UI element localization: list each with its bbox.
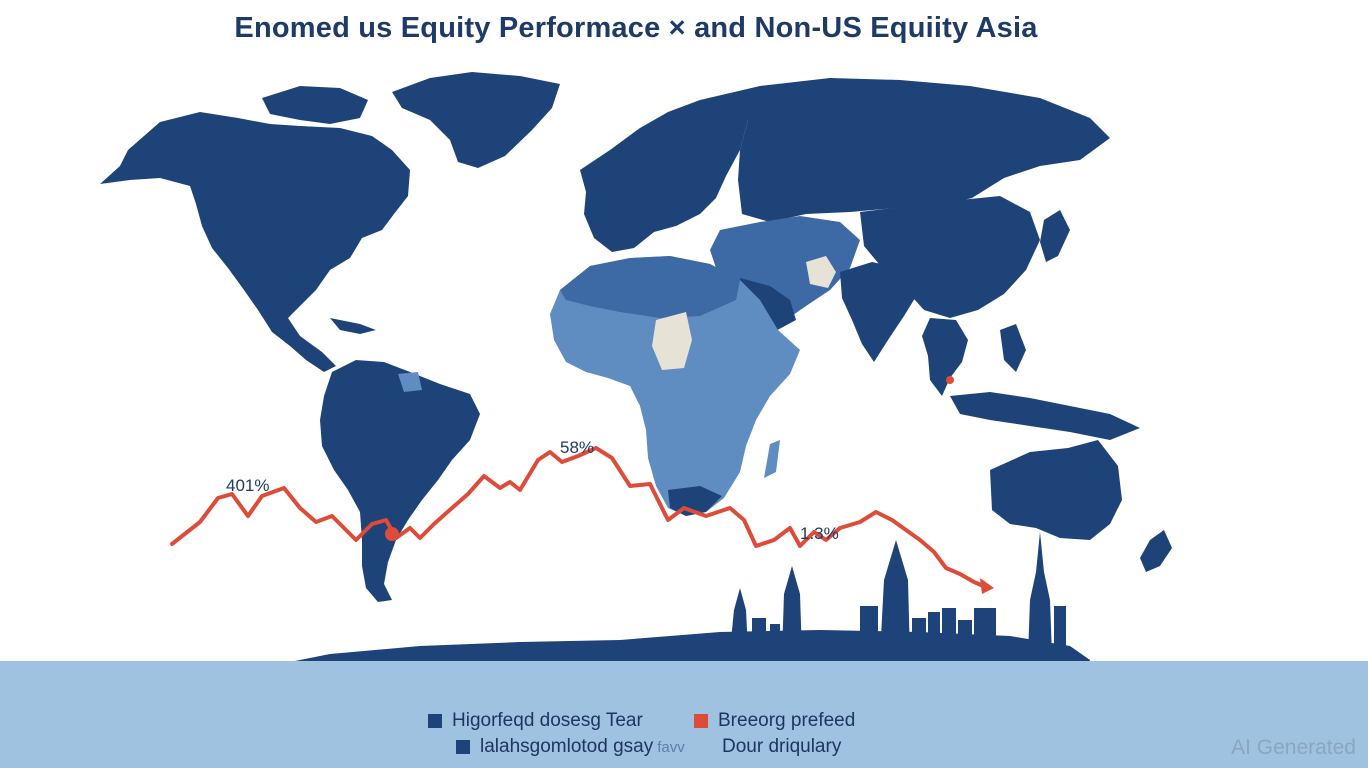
africa-pale bbox=[652, 312, 692, 370]
legend-label-4: Dour driqulary bbox=[722, 736, 842, 757]
legend-swatch-red bbox=[694, 714, 708, 728]
southeast-asia bbox=[922, 318, 968, 396]
legend-label-1: Higorfeqd dosesɡ Tear bbox=[452, 710, 643, 731]
singapore-marker bbox=[946, 376, 954, 384]
new-zealand bbox=[1140, 530, 1172, 572]
south-america bbox=[320, 360, 480, 602]
indonesia bbox=[950, 392, 1140, 440]
annotation-right: 1.3% bbox=[800, 524, 839, 543]
annotation-middle: 58% bbox=[560, 438, 595, 457]
north-africa bbox=[560, 256, 740, 318]
legend-swatch-dark-2 bbox=[456, 740, 470, 754]
japan bbox=[1040, 210, 1070, 262]
australia bbox=[990, 440, 1122, 540]
legend-item-4: Dour driqulary bbox=[722, 736, 841, 758]
annotation-left: 401% bbox=[226, 476, 270, 495]
legend-item-3: lalahsgomlotod gsay favv bbox=[456, 736, 685, 758]
legend-item-1: Higorfeqd dosesɡ Tear bbox=[428, 710, 643, 732]
arctic-islands bbox=[262, 86, 368, 124]
north-america bbox=[100, 112, 410, 372]
madagascar bbox=[764, 440, 780, 478]
legend-item-2: Breeorg prefeed bbox=[694, 710, 855, 732]
central-asia-pale bbox=[806, 256, 836, 288]
russia bbox=[700, 78, 1110, 222]
europe bbox=[580, 100, 748, 252]
africa bbox=[550, 256, 800, 516]
watermark: AI Generated bbox=[1231, 736, 1356, 759]
performance-line-dot bbox=[385, 527, 399, 541]
legend-label-3-faint: favv bbox=[657, 738, 685, 756]
city-skyline bbox=[730, 532, 1066, 658]
performance-line-arrow bbox=[980, 578, 994, 594]
legend-swatch-dark bbox=[428, 714, 442, 728]
caribbean bbox=[330, 318, 376, 334]
india bbox=[840, 262, 920, 362]
bottom-band bbox=[0, 661, 1368, 768]
greenland bbox=[392, 72, 560, 168]
legend-label-3: lalahsgomlotod gsay bbox=[480, 736, 654, 757]
south-america-highlight bbox=[398, 372, 422, 392]
philippines bbox=[1000, 324, 1026, 372]
performance-line bbox=[170, 446, 990, 590]
legend-label-2: Breeorg prefeed bbox=[718, 710, 856, 731]
page-title: Enomed us Equity Performace × and Non-US… bbox=[234, 12, 1038, 44]
east-asia bbox=[860, 196, 1040, 318]
